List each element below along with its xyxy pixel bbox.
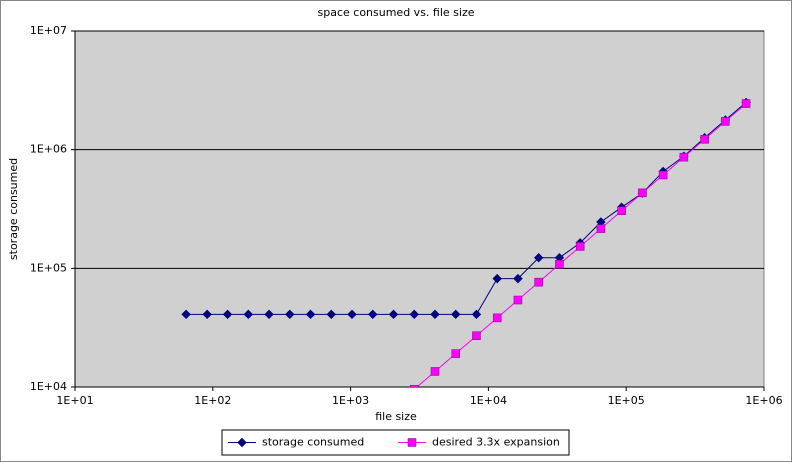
series-line <box>186 102 747 315</box>
marker <box>471 309 482 320</box>
marker <box>409 309 419 320</box>
marker <box>575 242 585 251</box>
legend-box <box>221 429 570 456</box>
y-tick-label: 1E+06 <box>30 143 67 156</box>
marker <box>305 309 316 320</box>
marker <box>409 385 419 387</box>
marker <box>555 260 564 269</box>
marker <box>721 117 730 126</box>
plot-clip <box>181 97 751 387</box>
plot-area <box>74 30 765 388</box>
marker <box>285 309 295 320</box>
marker <box>347 309 357 320</box>
marker <box>596 224 606 233</box>
marker <box>513 295 523 305</box>
marker <box>658 170 668 180</box>
marker <box>222 309 233 320</box>
marker <box>741 99 751 108</box>
marker <box>638 188 647 198</box>
marker <box>368 309 378 320</box>
marker <box>388 309 399 320</box>
legend-label: storage consumed <box>262 436 364 449</box>
legend-label: desired 3.3x expansion <box>432 436 560 449</box>
marker <box>513 273 523 284</box>
x-tick-label: 1E+05 <box>608 394 645 407</box>
x-tick-label: 1E+03 <box>332 394 369 407</box>
legend: storage consumed desired 3.3x expansion <box>221 429 570 456</box>
y-tick-label: 1E+07 <box>30 24 67 37</box>
marker <box>472 331 481 340</box>
marker <box>264 309 274 320</box>
marker <box>430 367 440 376</box>
x-axis-label: file size <box>375 410 417 423</box>
marker <box>700 135 709 144</box>
y-tick-label: 1E+05 <box>30 261 67 274</box>
y-tick-label: 1E+04 <box>30 380 67 393</box>
y-axis-label: storage consumed <box>7 158 20 260</box>
marker <box>243 309 254 320</box>
marker <box>326 309 336 320</box>
marker <box>430 309 440 320</box>
marker <box>492 273 502 284</box>
x-tick-label: 1E+06 <box>745 394 782 407</box>
marker <box>202 309 212 320</box>
marker <box>617 206 626 215</box>
x-tick-label: 1E+01 <box>56 394 93 407</box>
x-tick-label: 1E+04 <box>470 394 507 407</box>
marker <box>533 253 544 263</box>
marker <box>407 438 417 447</box>
marker <box>451 309 461 320</box>
marker <box>181 309 191 320</box>
marker <box>492 313 502 323</box>
marker <box>534 277 543 287</box>
chart-title: space consumed vs. file size <box>318 6 475 19</box>
marker <box>451 349 460 358</box>
marker <box>237 437 247 448</box>
x-tick-label: 1E+02 <box>194 394 231 407</box>
marker <box>679 152 689 162</box>
